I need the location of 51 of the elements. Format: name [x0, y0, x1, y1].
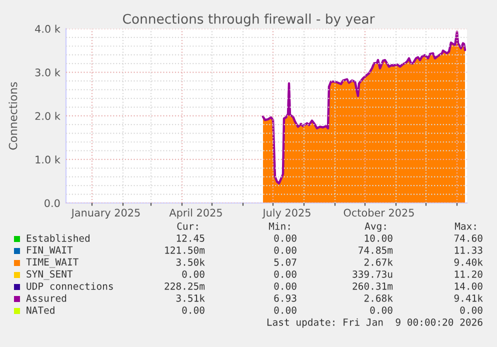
x-tick-label: July 2025 — [262, 208, 310, 219]
legend-label: SYN_SENT — [26, 270, 73, 280]
y-axis-title: Connections — [8, 82, 18, 150]
x-tick-label: January 2025 — [70, 208, 140, 219]
text: Avg: — [364, 222, 386, 232]
legend-label: TIME_WAIT — [26, 258, 78, 268]
text: Last update: Fri Jan 9 00:00:20 2026 — [267, 318, 482, 328]
y-tick-label: 0.0 — [44, 199, 60, 208]
text: 0.00 — [182, 306, 204, 314]
x-tick-label: April 2025 — [169, 208, 222, 219]
text: 10.00 — [364, 234, 392, 242]
text: 9.41k — [454, 294, 483, 302]
text: Max: — [454, 222, 476, 230]
text: 2.67k — [364, 258, 393, 266]
text: 0.00 — [274, 234, 296, 242]
text: 12.45 — [176, 234, 204, 242]
legend-label: Established — [26, 234, 90, 242]
x-tick-label: October 2025 — [344, 208, 414, 217]
legend-label: FIN_WAIT — [27, 246, 73, 256]
text: 0.00 — [182, 270, 204, 278]
text: 2.68k — [364, 294, 393, 302]
y-tick-label: 4.0 k — [35, 24, 60, 33]
text: 3.50k — [176, 258, 205, 266]
text: 339.73u — [352, 270, 392, 278]
text: 9.40k — [454, 258, 483, 266]
text: 260.31m — [352, 282, 393, 290]
y-tick-label: 3.0 k — [35, 68, 60, 76]
text: 6.93 — [274, 294, 296, 302]
text: 0.00 — [274, 306, 296, 314]
text: 11.20 — [454, 270, 482, 278]
text: 228.25m — [164, 282, 205, 290]
text: 11.33 — [454, 246, 482, 254]
text: 3.51k — [176, 294, 205, 302]
text: 0.00 — [274, 246, 296, 254]
text: 74.60 — [454, 234, 482, 242]
text: 0.00 — [274, 270, 296, 278]
y-tick-label: 1.0 k — [36, 155, 60, 164]
text: 0.00 — [460, 306, 482, 314]
text: 0.00 — [274, 282, 296, 290]
legend-label: NATed — [26, 306, 54, 314]
legend-label: UDP connections — [26, 282, 113, 290]
text: Cur: — [177, 222, 198, 230]
text: 74.85m — [358, 246, 393, 254]
text: 14.00 — [454, 282, 482, 290]
text: 121.50m — [165, 246, 205, 254]
chart-title: Connections through firewall - by year — [123, 14, 375, 26]
legend-label: Assured — [26, 294, 66, 302]
text: Min: — [268, 222, 290, 230]
y-tick-label: 2.0 k — [35, 112, 60, 120]
text: 0.00 — [370, 306, 392, 314]
text: 5.07 — [274, 258, 296, 266]
